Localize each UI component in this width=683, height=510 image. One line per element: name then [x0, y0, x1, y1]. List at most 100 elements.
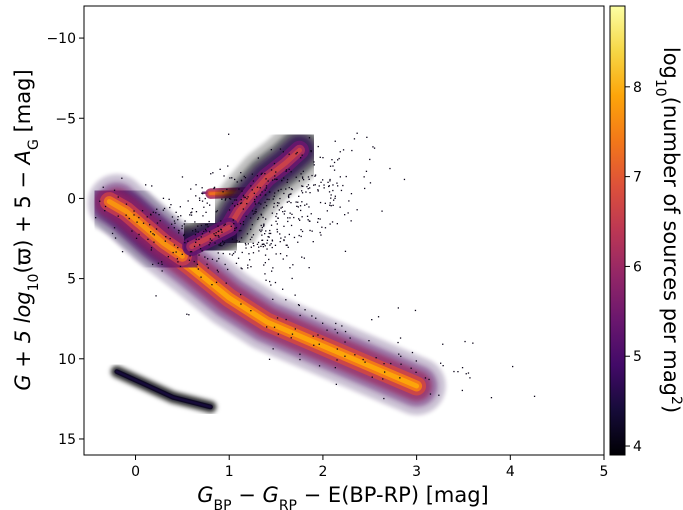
- source-point: [229, 177, 231, 179]
- x-tick-label: 5: [600, 464, 609, 480]
- source-point: [311, 315, 313, 317]
- source-point: [280, 237, 282, 239]
- source-point: [284, 210, 286, 212]
- source-point: [177, 219, 179, 221]
- source-point: [251, 173, 253, 175]
- source-point: [337, 185, 339, 187]
- source-point: [264, 233, 266, 235]
- source-point: [237, 257, 240, 259]
- source-point: [301, 176, 304, 178]
- source-point: [308, 267, 310, 269]
- source-point: [247, 196, 249, 198]
- source-point: [195, 238, 197, 240]
- source-point: [251, 210, 254, 212]
- source-point: [336, 182, 338, 184]
- source-point: [317, 145, 319, 148]
- source-point: [234, 251, 236, 253]
- source-point: [366, 136, 368, 138]
- source-point: [268, 358, 271, 360]
- source-point: [200, 236, 202, 238]
- source-point: [252, 213, 254, 215]
- source-point: [248, 253, 250, 255]
- source-point: [411, 351, 414, 354]
- source-point: [442, 365, 444, 367]
- source-point: [265, 185, 268, 187]
- source-point: [253, 192, 255, 194]
- source-point: [117, 196, 119, 198]
- source-point: [216, 210, 218, 212]
- source-point: [285, 169, 288, 171]
- source-point: [334, 195, 336, 197]
- source-point: [371, 319, 373, 321]
- source-point: [342, 184, 344, 187]
- source-point: [250, 217, 252, 219]
- source-point: [152, 263, 154, 266]
- source-point: [191, 251, 193, 253]
- source-point: [252, 234, 255, 236]
- source-point: [251, 224, 253, 226]
- source-point: [322, 338, 324, 340]
- x-tick-label: 0: [131, 464, 140, 480]
- source-point: [344, 250, 347, 252]
- source-point: [244, 196, 246, 199]
- source-point: [249, 259, 251, 261]
- source-point: [167, 227, 170, 229]
- source-point: [152, 233, 154, 235]
- source-point: [266, 198, 268, 200]
- cbar-title-a-sub: 10: [652, 79, 668, 97]
- source-point: [203, 230, 205, 233]
- source-point: [285, 244, 287, 246]
- source-point: [178, 230, 180, 232]
- source-point: [263, 207, 265, 209]
- source-point: [232, 252, 235, 255]
- source-point: [384, 371, 386, 373]
- source-point: [333, 161, 336, 164]
- source-point: [364, 187, 366, 190]
- source-point: [228, 198, 231, 200]
- source-point: [237, 203, 239, 206]
- source-point: [204, 256, 206, 258]
- source-point: [281, 179, 283, 182]
- source-point: [264, 189, 266, 191]
- source-point: [399, 337, 402, 339]
- y-tick-label: −10: [46, 31, 76, 47]
- source-point: [302, 185, 304, 187]
- source-point: [328, 185, 330, 187]
- source-point: [307, 219, 309, 221]
- source-point: [187, 200, 189, 202]
- source-point: [287, 217, 289, 219]
- cbar-title-a: log: [659, 47, 683, 79]
- x-tick-label: 2: [318, 464, 327, 480]
- source-point: [149, 224, 151, 226]
- source-point: [317, 221, 319, 223]
- source-point: [336, 348, 338, 350]
- source-point: [265, 178, 267, 180]
- source-point: [261, 239, 264, 241]
- source-point: [301, 216, 303, 218]
- source-point: [263, 264, 265, 266]
- source-point: [231, 254, 233, 256]
- source-point: [253, 198, 256, 201]
- source-point: [349, 337, 351, 339]
- source-point: [400, 363, 402, 365]
- source-point: [222, 240, 224, 242]
- source-point: [213, 187, 215, 190]
- source-point: [179, 265, 182, 268]
- source-point: [300, 209, 302, 212]
- source-point: [240, 199, 242, 201]
- source-point: [382, 378, 384, 380]
- source-point: [274, 244, 277, 246]
- source-point: [331, 221, 334, 223]
- source-point: [322, 157, 324, 159]
- source-point: [265, 279, 267, 281]
- source-point: [153, 241, 155, 243]
- source-point: [265, 218, 267, 220]
- source-point: [294, 328, 296, 330]
- source-point: [271, 270, 273, 272]
- source-point: [219, 168, 221, 170]
- source-point: [197, 225, 199, 227]
- source-point: [369, 182, 372, 184]
- source-point: [283, 192, 285, 195]
- source-point: [231, 202, 234, 205]
- source-point: [311, 174, 313, 177]
